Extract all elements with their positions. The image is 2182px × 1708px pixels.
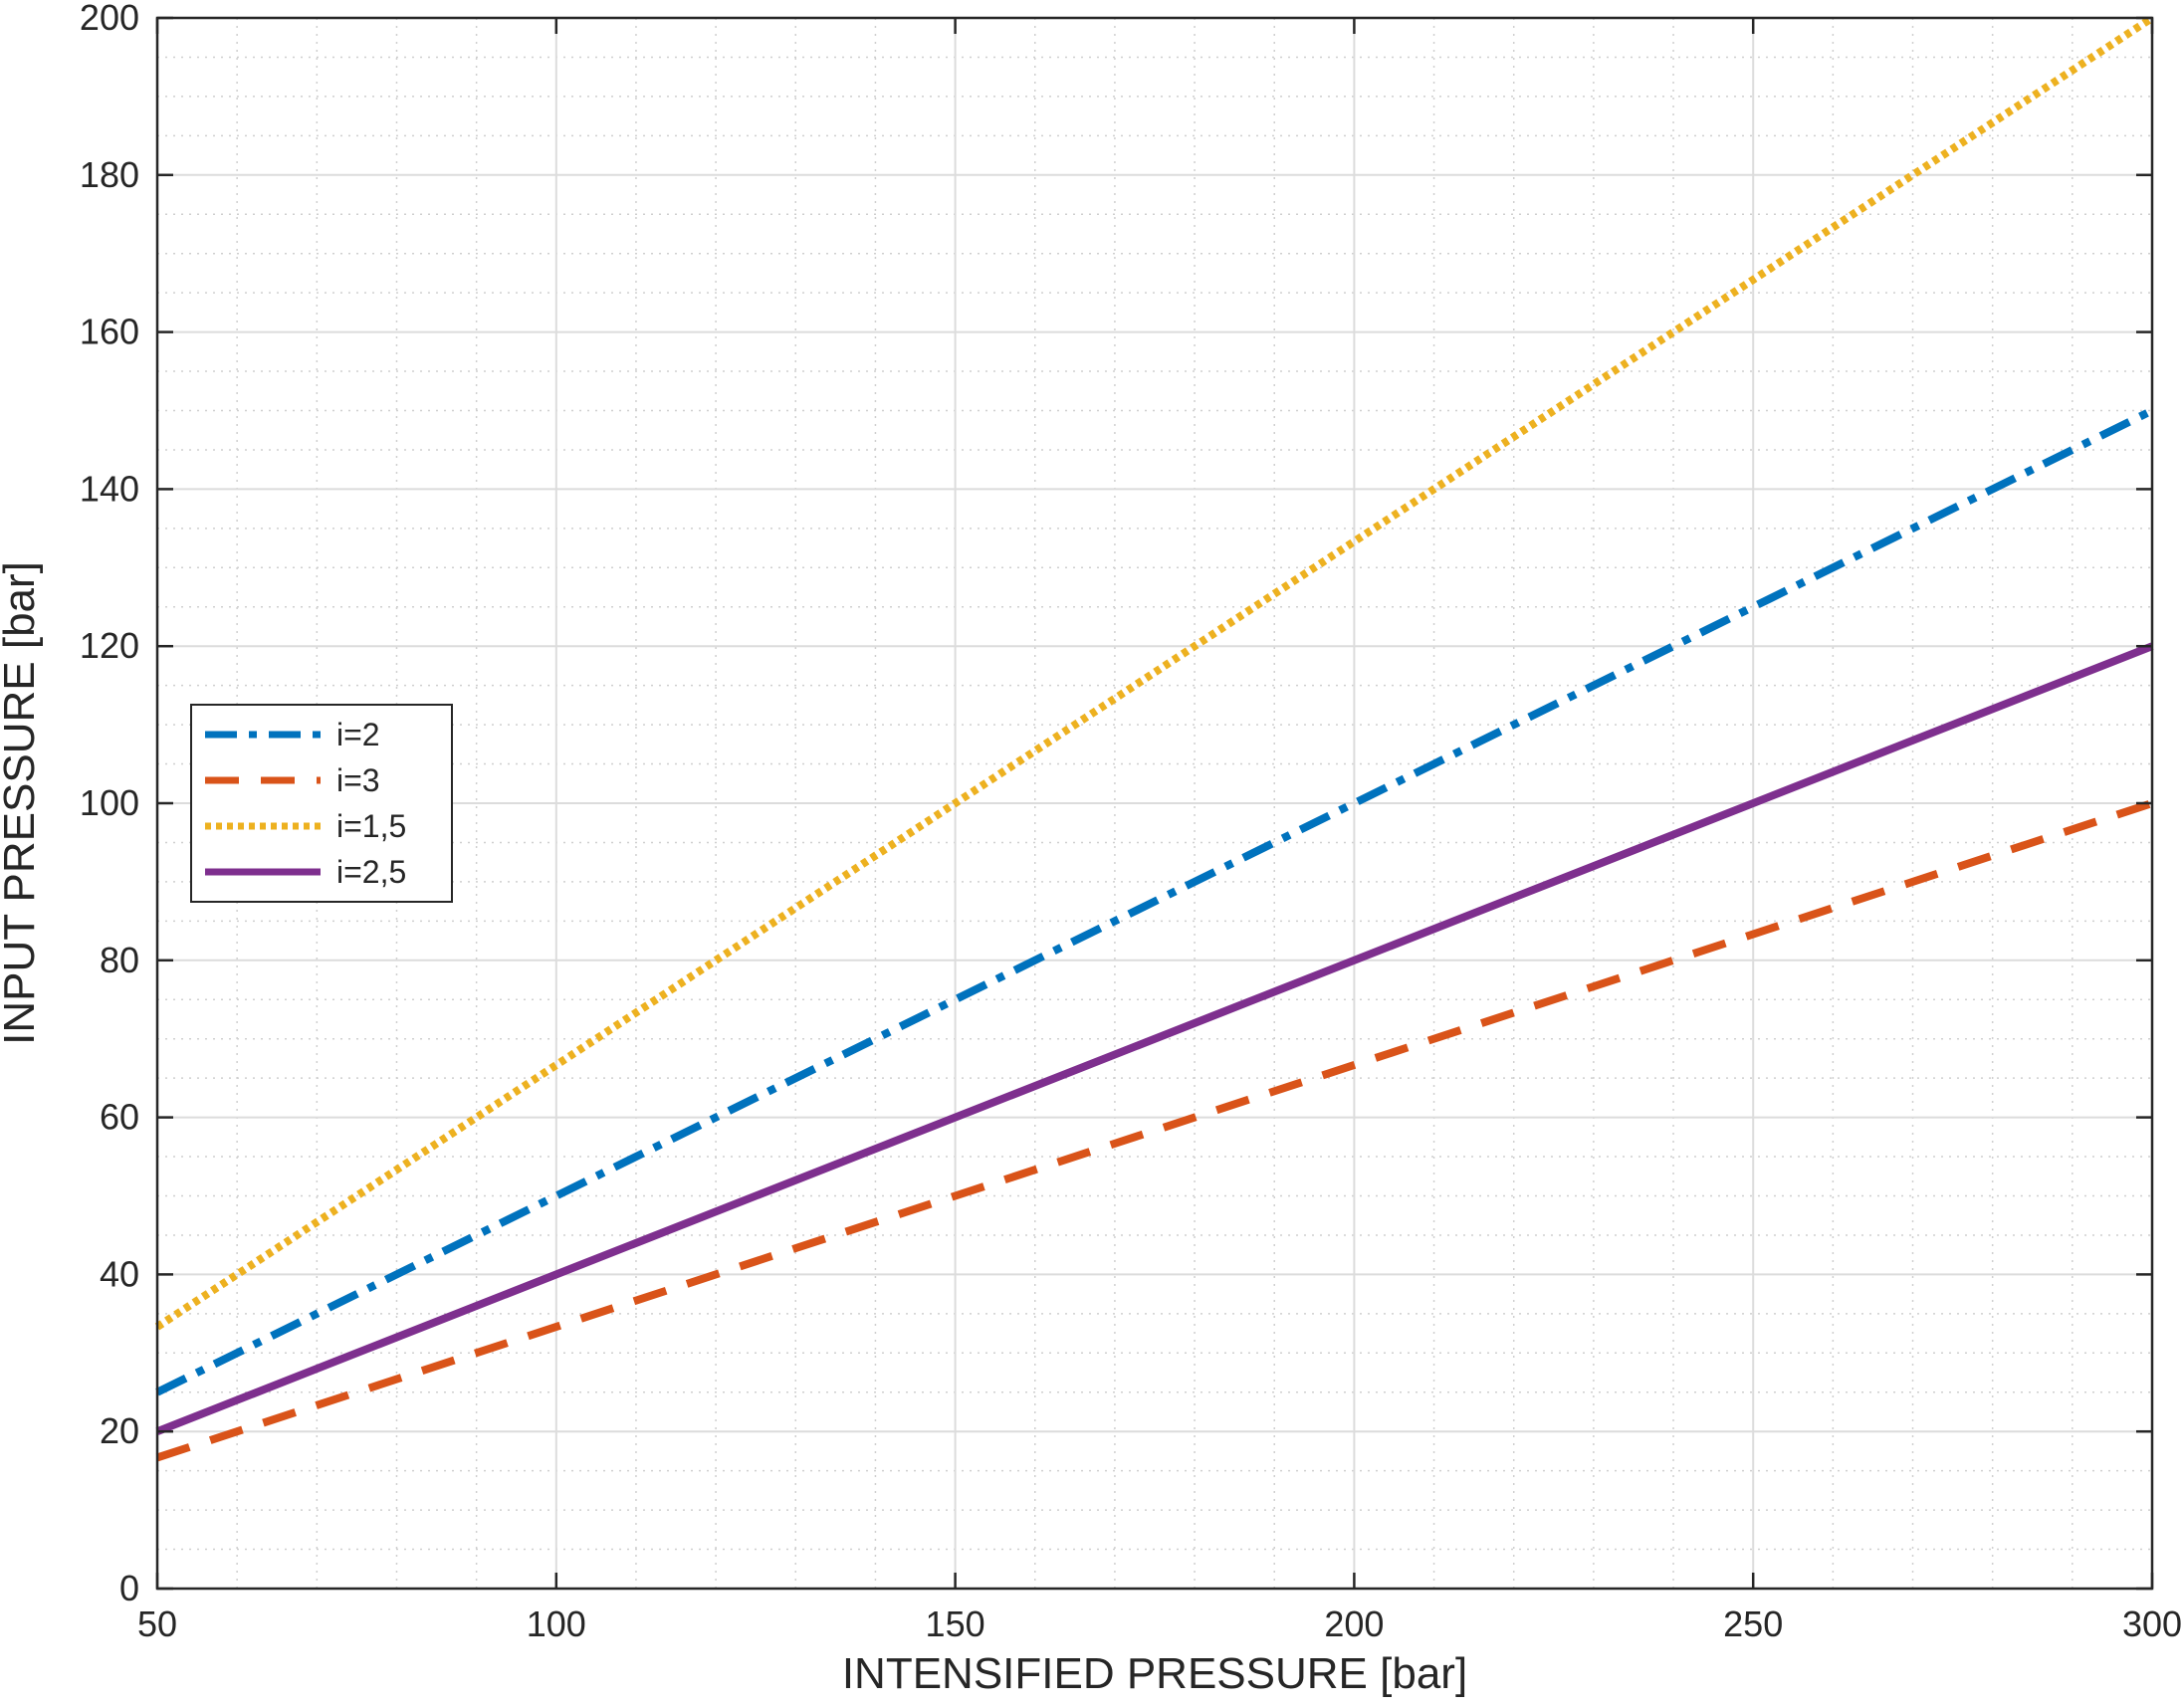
series-line-2 (155, 799, 2154, 1462)
axes (155, 16, 2154, 1591)
y-tick-label: 140 (80, 468, 139, 509)
legend: i=2 i=3 i=1,5 i=2,5 (190, 704, 453, 903)
y-tick-label: 20 (100, 1410, 139, 1451)
y-tick-label: 200 (80, 0, 139, 38)
y-tick-label: 80 (100, 940, 139, 980)
series-line-4 (155, 642, 2154, 1435)
series-line-1 (155, 406, 2154, 1396)
legend-label-3: i=1,5 (336, 808, 406, 844)
legend-label-2: i=3 (336, 762, 380, 798)
x-tick-label: 200 (1324, 1603, 1384, 1644)
y-tick-label: 40 (100, 1253, 139, 1294)
x-tick-label: 150 (926, 1603, 985, 1644)
tick-labels: 50 100 150 200 250 300 0 20 40 60 80 100 120 140 160 18… (80, 0, 2182, 1644)
y-tick-label: 100 (80, 782, 139, 823)
x-tick-label: 250 (1723, 1603, 1783, 1644)
y-tick-label: 160 (80, 312, 139, 352)
series-layer (154, 14, 2155, 1462)
x-tick-label: 100 (527, 1603, 586, 1644)
y-tick-label: 180 (80, 154, 139, 195)
minor-grid (157, 18, 2152, 1589)
y-tick-label: 0 (119, 1568, 139, 1608)
series-line-3 (154, 14, 2155, 1331)
y-tick-label: 60 (100, 1097, 139, 1138)
legend-label-1: i=2 (336, 717, 380, 752)
x-tick-label: 50 (137, 1603, 177, 1644)
x-axis-title: INTENSIFIED PRESSURE [bar] (842, 1649, 1467, 1698)
x-tick-label: 300 (2122, 1603, 2182, 1644)
y-tick-label: 120 (80, 625, 139, 666)
y-axis-title: INPUT PRESSURE [bar] (0, 561, 44, 1045)
legend-label-4: i=2,5 (336, 854, 406, 890)
